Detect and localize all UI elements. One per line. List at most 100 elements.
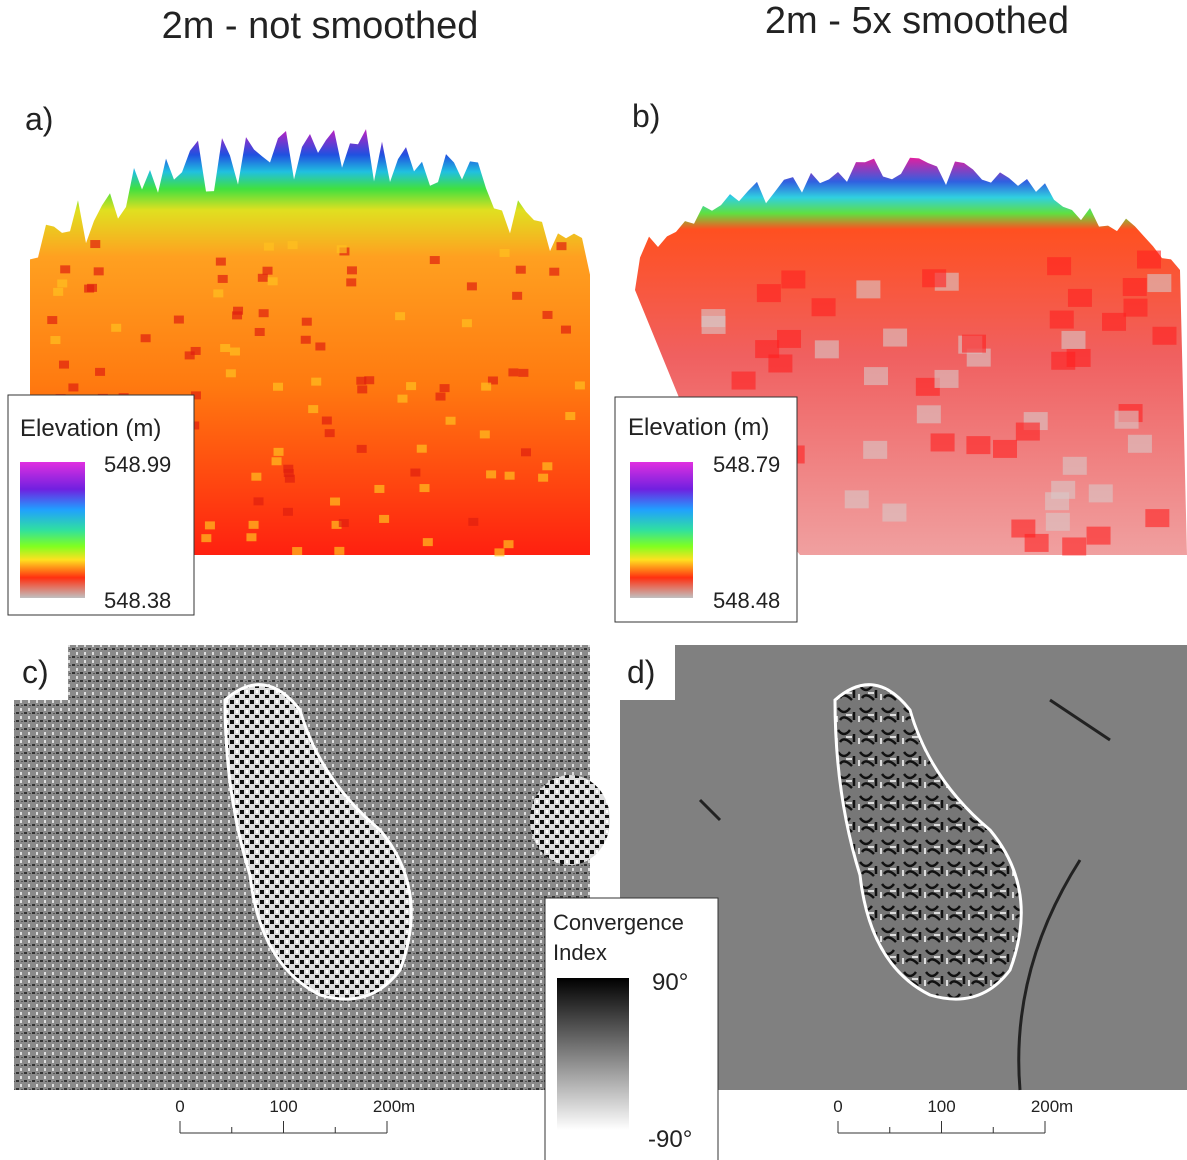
terrain-facet: [1147, 274, 1171, 292]
terrain-facet: [1061, 331, 1085, 349]
terrain-facet: [330, 498, 340, 506]
terrain-facet: [47, 316, 57, 324]
terrain-facet: [430, 256, 440, 264]
scale-label: 0: [175, 1097, 184, 1116]
terrain-facet: [213, 289, 223, 297]
terrain-facet: [1046, 513, 1070, 531]
terrain-facet: [50, 336, 60, 344]
scale-label: 200: [373, 1097, 401, 1116]
terrain-facet: [549, 268, 559, 276]
terrain-facet: [436, 393, 446, 401]
terrain-facet: [410, 469, 420, 477]
terrain-facet: [68, 383, 78, 391]
terrain-facet: [268, 277, 278, 285]
panel-label: d): [627, 654, 655, 690]
terrain-facet: [232, 311, 242, 319]
terrain-facet: [882, 504, 906, 522]
terrain-facet: [1051, 352, 1075, 370]
terrain-facet: [379, 515, 389, 523]
terrain-facet: [1089, 484, 1113, 502]
terrain-facet: [226, 369, 236, 377]
terrain-facet: [205, 521, 215, 529]
terrain-facet: [702, 316, 726, 334]
terrain-facet: [53, 288, 63, 296]
scale-unit: m: [1059, 1097, 1073, 1116]
terrain-facet: [94, 267, 104, 275]
terrain-facet: [283, 508, 293, 516]
terrain-facet: [311, 378, 321, 386]
terrain-facet: [1137, 251, 1161, 269]
terrain-facet: [395, 312, 405, 320]
terrain-facet: [322, 417, 332, 425]
terrain-facet: [561, 326, 571, 334]
terrain-facet: [486, 470, 496, 478]
terrain-facet: [864, 367, 888, 385]
terrain-facet: [357, 445, 367, 453]
scale-label: 200: [1031, 1097, 1059, 1116]
terrain-facet: [249, 521, 259, 529]
terrain-facet: [505, 472, 515, 480]
column-title: 2m - 5x smoothed: [765, 0, 1069, 42]
legend-min: -90°: [648, 1126, 692, 1153]
legend-title: Convergence: [553, 910, 684, 935]
terrain-facet: [374, 485, 384, 493]
terrain-facet: [521, 448, 531, 456]
terrain-facet: [420, 484, 430, 492]
panel-label: a): [25, 101, 53, 137]
terrain-facet: [59, 361, 69, 369]
terrain-facet: [357, 385, 367, 393]
terrain-facet: [308, 405, 318, 413]
terrain-facet: [935, 370, 959, 388]
body: 2m - not smoothed 2m - 5x smoothed a) b)…: [0, 0, 1187, 1160]
panel-label: c): [22, 654, 49, 690]
terrain-facet: [757, 284, 781, 302]
terrain-facet: [111, 324, 121, 332]
terrain-facet: [347, 266, 357, 274]
terrain-facet: [325, 429, 335, 437]
terrain-facet: [84, 285, 94, 293]
panel-label: b): [632, 98, 660, 134]
terrain-facet: [812, 298, 836, 316]
terrain-facet: [283, 465, 293, 473]
terrain-facet: [516, 266, 526, 274]
terrain-facet: [446, 417, 456, 425]
terrain-facet: [272, 457, 282, 465]
color-bar: [557, 978, 629, 1130]
terrain-facet: [504, 540, 514, 548]
terrain-facet: [542, 462, 552, 470]
terrain-facet: [337, 245, 347, 253]
terrain-facet: [575, 381, 585, 389]
terrain-facet: [1115, 411, 1139, 429]
terrain-facet: [500, 249, 510, 257]
terrain-facet: [258, 274, 268, 282]
terrain-facet: [922, 269, 946, 287]
terrain-facet: [334, 547, 344, 555]
terrain-facet: [1102, 313, 1126, 331]
legend-max: 548.79: [713, 452, 780, 477]
terrain-facet: [292, 547, 302, 555]
terrain-facet: [917, 405, 941, 423]
terrain-facet: [1123, 299, 1147, 317]
terrain-facet: [302, 318, 312, 326]
legend-title: Elevation (m): [628, 414, 769, 441]
terrain-facet: [512, 292, 522, 300]
terrain-facet: [815, 340, 839, 358]
terrain-facet: [732, 372, 756, 390]
terrain-facet: [288, 241, 298, 249]
legend-title: Elevation (m): [20, 415, 161, 442]
terrain-facet: [90, 240, 100, 248]
page: {"columns":[{"title":"2m - not smoothed"…: [0, 0, 1187, 1160]
legend-min: 548.48: [713, 588, 780, 613]
terrain-facet: [201, 534, 211, 542]
terrain-facet: [468, 518, 478, 526]
terrain-facet: [565, 412, 575, 420]
terrain-facet: [480, 430, 490, 438]
terrain-facet: [174, 316, 184, 324]
terrain-facet: [440, 384, 450, 392]
terrain-facet: [230, 348, 240, 356]
terrain-facet: [285, 475, 295, 483]
column-title: 2m - not smoothed: [162, 5, 479, 47]
terrain-facet: [339, 519, 349, 527]
terrain-facet: [556, 242, 566, 250]
terrain-facet: [755, 340, 779, 358]
